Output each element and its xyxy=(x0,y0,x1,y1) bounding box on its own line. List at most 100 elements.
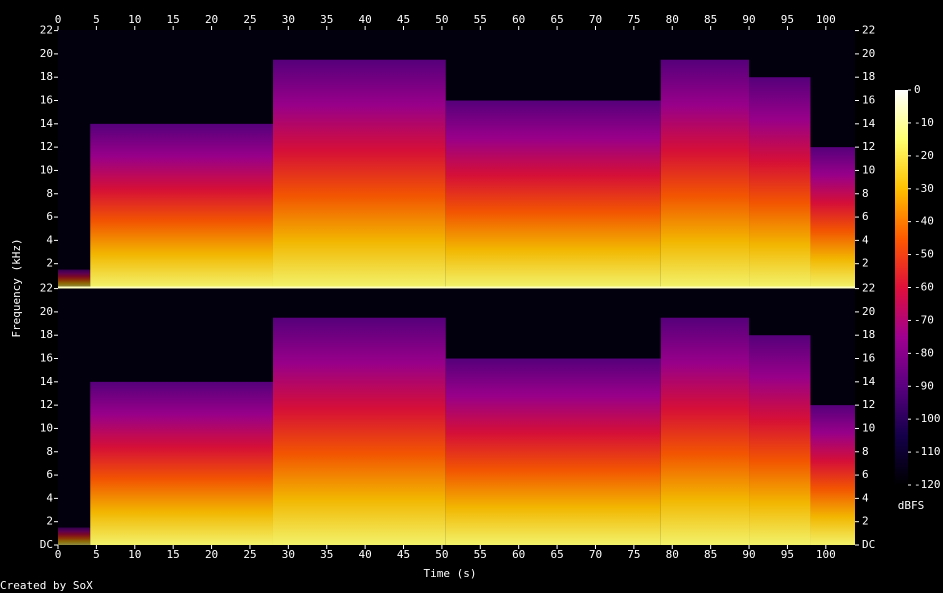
y-tick-label-left: DC xyxy=(40,538,53,551)
spectral-band xyxy=(445,100,661,287)
x-tick-label-bottom: 5 xyxy=(93,548,100,561)
spectral-band xyxy=(90,123,273,287)
y-tick-label-left: 16 xyxy=(40,94,53,107)
y-tick-label-right: 16 xyxy=(862,352,875,365)
x-tick-label-top: 90 xyxy=(742,13,755,26)
x-tick-label-top: 0 xyxy=(55,13,62,26)
spectral-band xyxy=(58,527,91,545)
x-tick-label-bottom: 0 xyxy=(55,548,62,561)
x-tick-label-top: 25 xyxy=(243,13,256,26)
x-tick-label-bottom: 75 xyxy=(627,548,640,561)
x-tick-label-bottom: 60 xyxy=(512,548,525,561)
colorbar-tick-label: -30 xyxy=(914,182,934,195)
spectral-band xyxy=(445,358,661,545)
spectral-band xyxy=(749,77,811,288)
y-tick-label-right: 18 xyxy=(862,328,875,341)
y-tick-label-left: 6 xyxy=(46,468,53,481)
y-tick-label-right: 14 xyxy=(862,117,876,130)
x-tick-label-bottom: 100 xyxy=(816,548,836,561)
y-tick-label-left: 4 xyxy=(46,491,53,504)
y-tick-label-left: 18 xyxy=(40,70,53,83)
x-tick-label-bottom: 20 xyxy=(205,548,218,561)
x-tick-label-top: 45 xyxy=(397,13,410,26)
spectral-band xyxy=(58,269,91,287)
y-tick-label-left: 20 xyxy=(40,47,53,60)
x-tick-label-top: 75 xyxy=(627,13,640,26)
y-tick-label-right: DC xyxy=(862,538,875,551)
x-tick-label-top: 20 xyxy=(205,13,218,26)
colorbar-tick-label: -20 xyxy=(914,149,934,162)
spectral-band xyxy=(660,59,750,288)
x-tick-label-top: 85 xyxy=(704,13,717,26)
x-tick-label-top: 35 xyxy=(320,13,333,26)
x-tick-label-top: 15 xyxy=(167,13,180,26)
spectral-band xyxy=(660,317,750,545)
spectral-band xyxy=(810,405,855,545)
x-tick-label-top: 10 xyxy=(128,13,141,26)
colorbar-tick-label: -50 xyxy=(914,248,934,261)
x-tick-label-top: 65 xyxy=(550,13,563,26)
x-tick-label-top: 55 xyxy=(474,13,487,26)
x-tick-label-top: 5 xyxy=(93,13,100,26)
x-tick-label-bottom: 70 xyxy=(589,548,602,561)
spectral-band xyxy=(90,381,273,545)
x-tick-label-bottom: 40 xyxy=(359,548,372,561)
spectral-band xyxy=(810,147,855,287)
x-tick-label-top: 40 xyxy=(359,13,372,26)
colorbar-tick-label: -100 xyxy=(914,412,941,425)
colorbar-tick-label: -60 xyxy=(914,281,934,294)
x-tick-label-bottom: 65 xyxy=(550,548,563,561)
spectral-band xyxy=(272,59,446,288)
y-tick-label-right: 10 xyxy=(862,421,875,434)
y-tick-label-left: 18 xyxy=(40,328,53,341)
footer: Created by SoX xyxy=(0,579,93,592)
colorbar-tick-label: -110 xyxy=(914,445,941,458)
y-tick-label-left: 8 xyxy=(46,445,53,458)
colorbar-tick-label: 0 xyxy=(914,83,921,96)
x-tick-label-bottom: 30 xyxy=(282,548,295,561)
y-tick-label-right: 12 xyxy=(862,140,875,153)
y-tick-label-left: 10 xyxy=(40,163,53,176)
spectral-band xyxy=(272,317,446,545)
x-tick-label-top: 80 xyxy=(666,13,679,26)
colorbar-tick-label: -90 xyxy=(914,379,934,392)
y-tick-label-left: 22 xyxy=(40,24,53,37)
x-tick-label-bottom: 85 xyxy=(704,548,717,561)
x-tick-label-bottom: 90 xyxy=(742,548,755,561)
spectral-band xyxy=(749,335,811,545)
y-tick-label-right: 2 xyxy=(862,257,869,270)
y-tick-label-right: 8 xyxy=(862,187,869,200)
x-tick-label-bottom: 50 xyxy=(435,548,448,561)
y-tick-label-left: 8 xyxy=(46,187,53,200)
x-tick-label-bottom: 80 xyxy=(666,548,679,561)
y-tick-label-left: 12 xyxy=(40,398,53,411)
y-tick-label-right: 12 xyxy=(862,398,875,411)
y-tick-label-left: 2 xyxy=(46,515,53,528)
y-tick-label-right: 6 xyxy=(862,468,869,481)
colorbar-tick-label: -120 xyxy=(914,478,941,491)
x-tick-label-top: 30 xyxy=(282,13,295,26)
y-tick-label-right: 18 xyxy=(862,70,875,83)
x-tick-label-bottom: 15 xyxy=(167,548,180,561)
y-tick-label-left: 16 xyxy=(40,352,53,365)
y-tick-label-right: 2 xyxy=(862,515,869,528)
x-tick-label-top: 100 xyxy=(816,13,836,26)
colorbar-tick-label: -40 xyxy=(914,215,934,228)
y-tick-label-left: 2 xyxy=(46,257,53,270)
y-tick-label-left: 6 xyxy=(46,210,53,223)
x-tick-label-bottom: 35 xyxy=(320,548,333,561)
y-tick-label-right: 20 xyxy=(862,305,875,318)
colorbar-tick-label: -70 xyxy=(914,313,934,326)
x-tick-label-bottom: 10 xyxy=(128,548,141,561)
colorbar xyxy=(895,90,908,485)
colorbar-label: dBFS xyxy=(898,499,925,512)
y-tick-label-right: 6 xyxy=(862,210,869,223)
y-tick-label-right: 22 xyxy=(862,282,875,295)
colorbar-tick-label: -10 xyxy=(914,116,934,129)
y-tick-label-right: 14 xyxy=(862,375,876,388)
y-tick-label-left: 14 xyxy=(40,375,54,388)
x-tick-label-top: 70 xyxy=(589,13,602,26)
x-tick-label-top: 50 xyxy=(435,13,448,26)
y-tick-label-left: 10 xyxy=(40,421,53,434)
x-tick-label-bottom: 25 xyxy=(243,548,256,561)
